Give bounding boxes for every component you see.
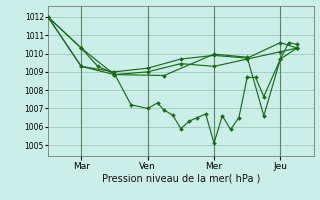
- X-axis label: Pression niveau de la mer( hPa ): Pression niveau de la mer( hPa ): [102, 173, 260, 183]
